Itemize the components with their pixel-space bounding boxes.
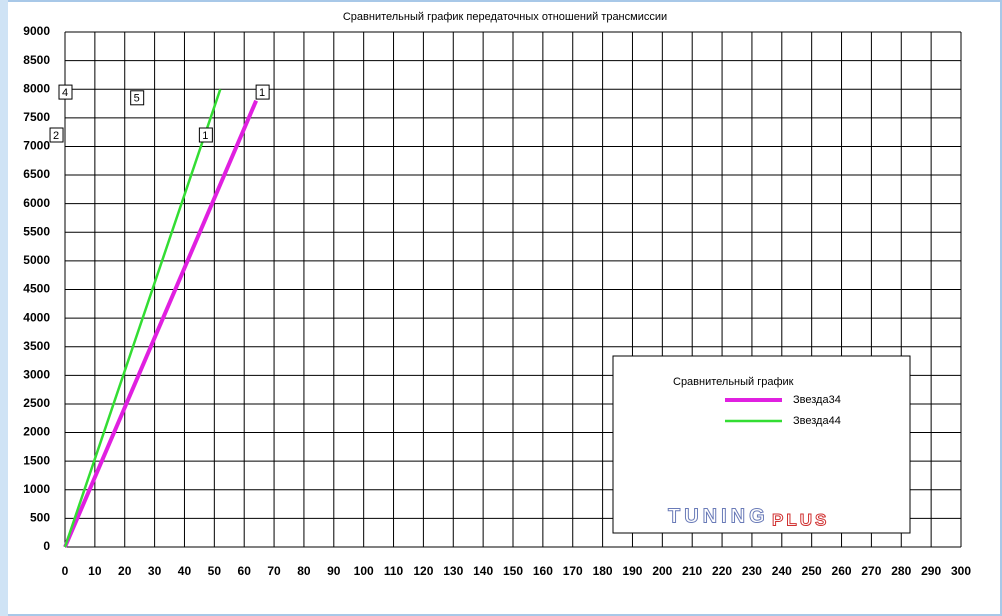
annotation-box xyxy=(255,84,270,100)
x-tick-label: 140 xyxy=(473,564,493,578)
x-tick-label: 150 xyxy=(503,564,523,578)
series-line xyxy=(63,99,258,548)
legend-box xyxy=(612,355,911,534)
x-tick-label: 230 xyxy=(742,564,762,578)
watermark: PLUS xyxy=(772,510,829,529)
y-tick-label: 500 xyxy=(30,511,50,525)
y-tick-label: 5000 xyxy=(23,253,50,267)
x-tick-label: 280 xyxy=(891,564,911,578)
annotation-box xyxy=(198,127,213,143)
y-tick-label: 9000 xyxy=(23,24,50,38)
y-tick-label: 6500 xyxy=(23,167,50,181)
y-tick-label: 7500 xyxy=(23,110,50,124)
annotation: 5 xyxy=(134,93,140,105)
x-tick-label: 0 xyxy=(62,564,69,578)
annotation-box xyxy=(49,127,64,143)
x-tick-label: 160 xyxy=(533,564,553,578)
annotation: 4 xyxy=(62,87,68,99)
x-tick-label: 300 xyxy=(951,564,971,578)
y-tick-label: 6000 xyxy=(23,196,50,210)
y-tick-label: 7000 xyxy=(23,139,50,153)
x-tick-label: 80 xyxy=(297,564,311,578)
y-tick-label: 3000 xyxy=(23,368,50,382)
y-tick-label: 3500 xyxy=(23,339,50,353)
x-tick-label: 40 xyxy=(178,564,192,578)
x-tick-label: 120 xyxy=(413,564,433,578)
x-tick-label: 20 xyxy=(118,564,132,578)
y-tick-label: 4000 xyxy=(23,310,50,324)
x-tick-label: 30 xyxy=(148,564,162,578)
x-tick-label: 290 xyxy=(921,564,941,578)
x-tick-label: 240 xyxy=(772,564,792,578)
x-tick-label: 270 xyxy=(861,564,881,578)
x-tick-label: 130 xyxy=(443,564,463,578)
x-tick-label: 70 xyxy=(267,564,281,578)
y-tick-label: 8000 xyxy=(23,81,50,95)
y-tick-label: 1000 xyxy=(23,482,50,496)
annotation: 1 xyxy=(259,87,265,99)
legend-title: Сравнительный график xyxy=(673,376,794,388)
legend-label: Звезда34 xyxy=(793,394,841,406)
x-tick-label: 260 xyxy=(832,564,852,578)
x-tick-label: 90 xyxy=(327,564,341,578)
y-tick-label: 5500 xyxy=(23,224,50,238)
x-tick-label: 100 xyxy=(354,564,374,578)
x-tick-label: 210 xyxy=(682,564,702,578)
x-tick-label: 200 xyxy=(652,564,672,578)
y-tick-label: 1500 xyxy=(23,453,50,467)
annotation-box xyxy=(130,90,145,106)
y-tick-label: 0 xyxy=(43,539,50,553)
annotation: 2 xyxy=(53,130,59,142)
y-tick-label: 2000 xyxy=(23,425,50,439)
y-tick-label: 4500 xyxy=(23,282,50,296)
x-tick-label: 50 xyxy=(208,564,222,578)
chart-title: Сравнительный график передаточных отноше… xyxy=(343,11,667,23)
x-tick-label: 10 xyxy=(88,564,102,578)
y-tick-label: 8500 xyxy=(23,53,50,67)
x-tick-label: 250 xyxy=(802,564,822,578)
annotation: 1 xyxy=(202,130,208,142)
y-tick-label: 2500 xyxy=(23,396,50,410)
x-tick-label: 180 xyxy=(593,564,613,578)
side-strip xyxy=(0,0,8,616)
annotation-box xyxy=(58,84,73,100)
x-tick-label: 110 xyxy=(384,564,404,578)
x-tick-label: 220 xyxy=(712,564,732,578)
x-tick-label: 60 xyxy=(238,564,252,578)
series-line xyxy=(63,88,222,548)
x-tick-label: 170 xyxy=(563,564,583,578)
watermark: TUNING xyxy=(668,505,769,527)
legend-label: Звезда44 xyxy=(793,415,841,427)
x-tick-label: 190 xyxy=(622,564,642,578)
